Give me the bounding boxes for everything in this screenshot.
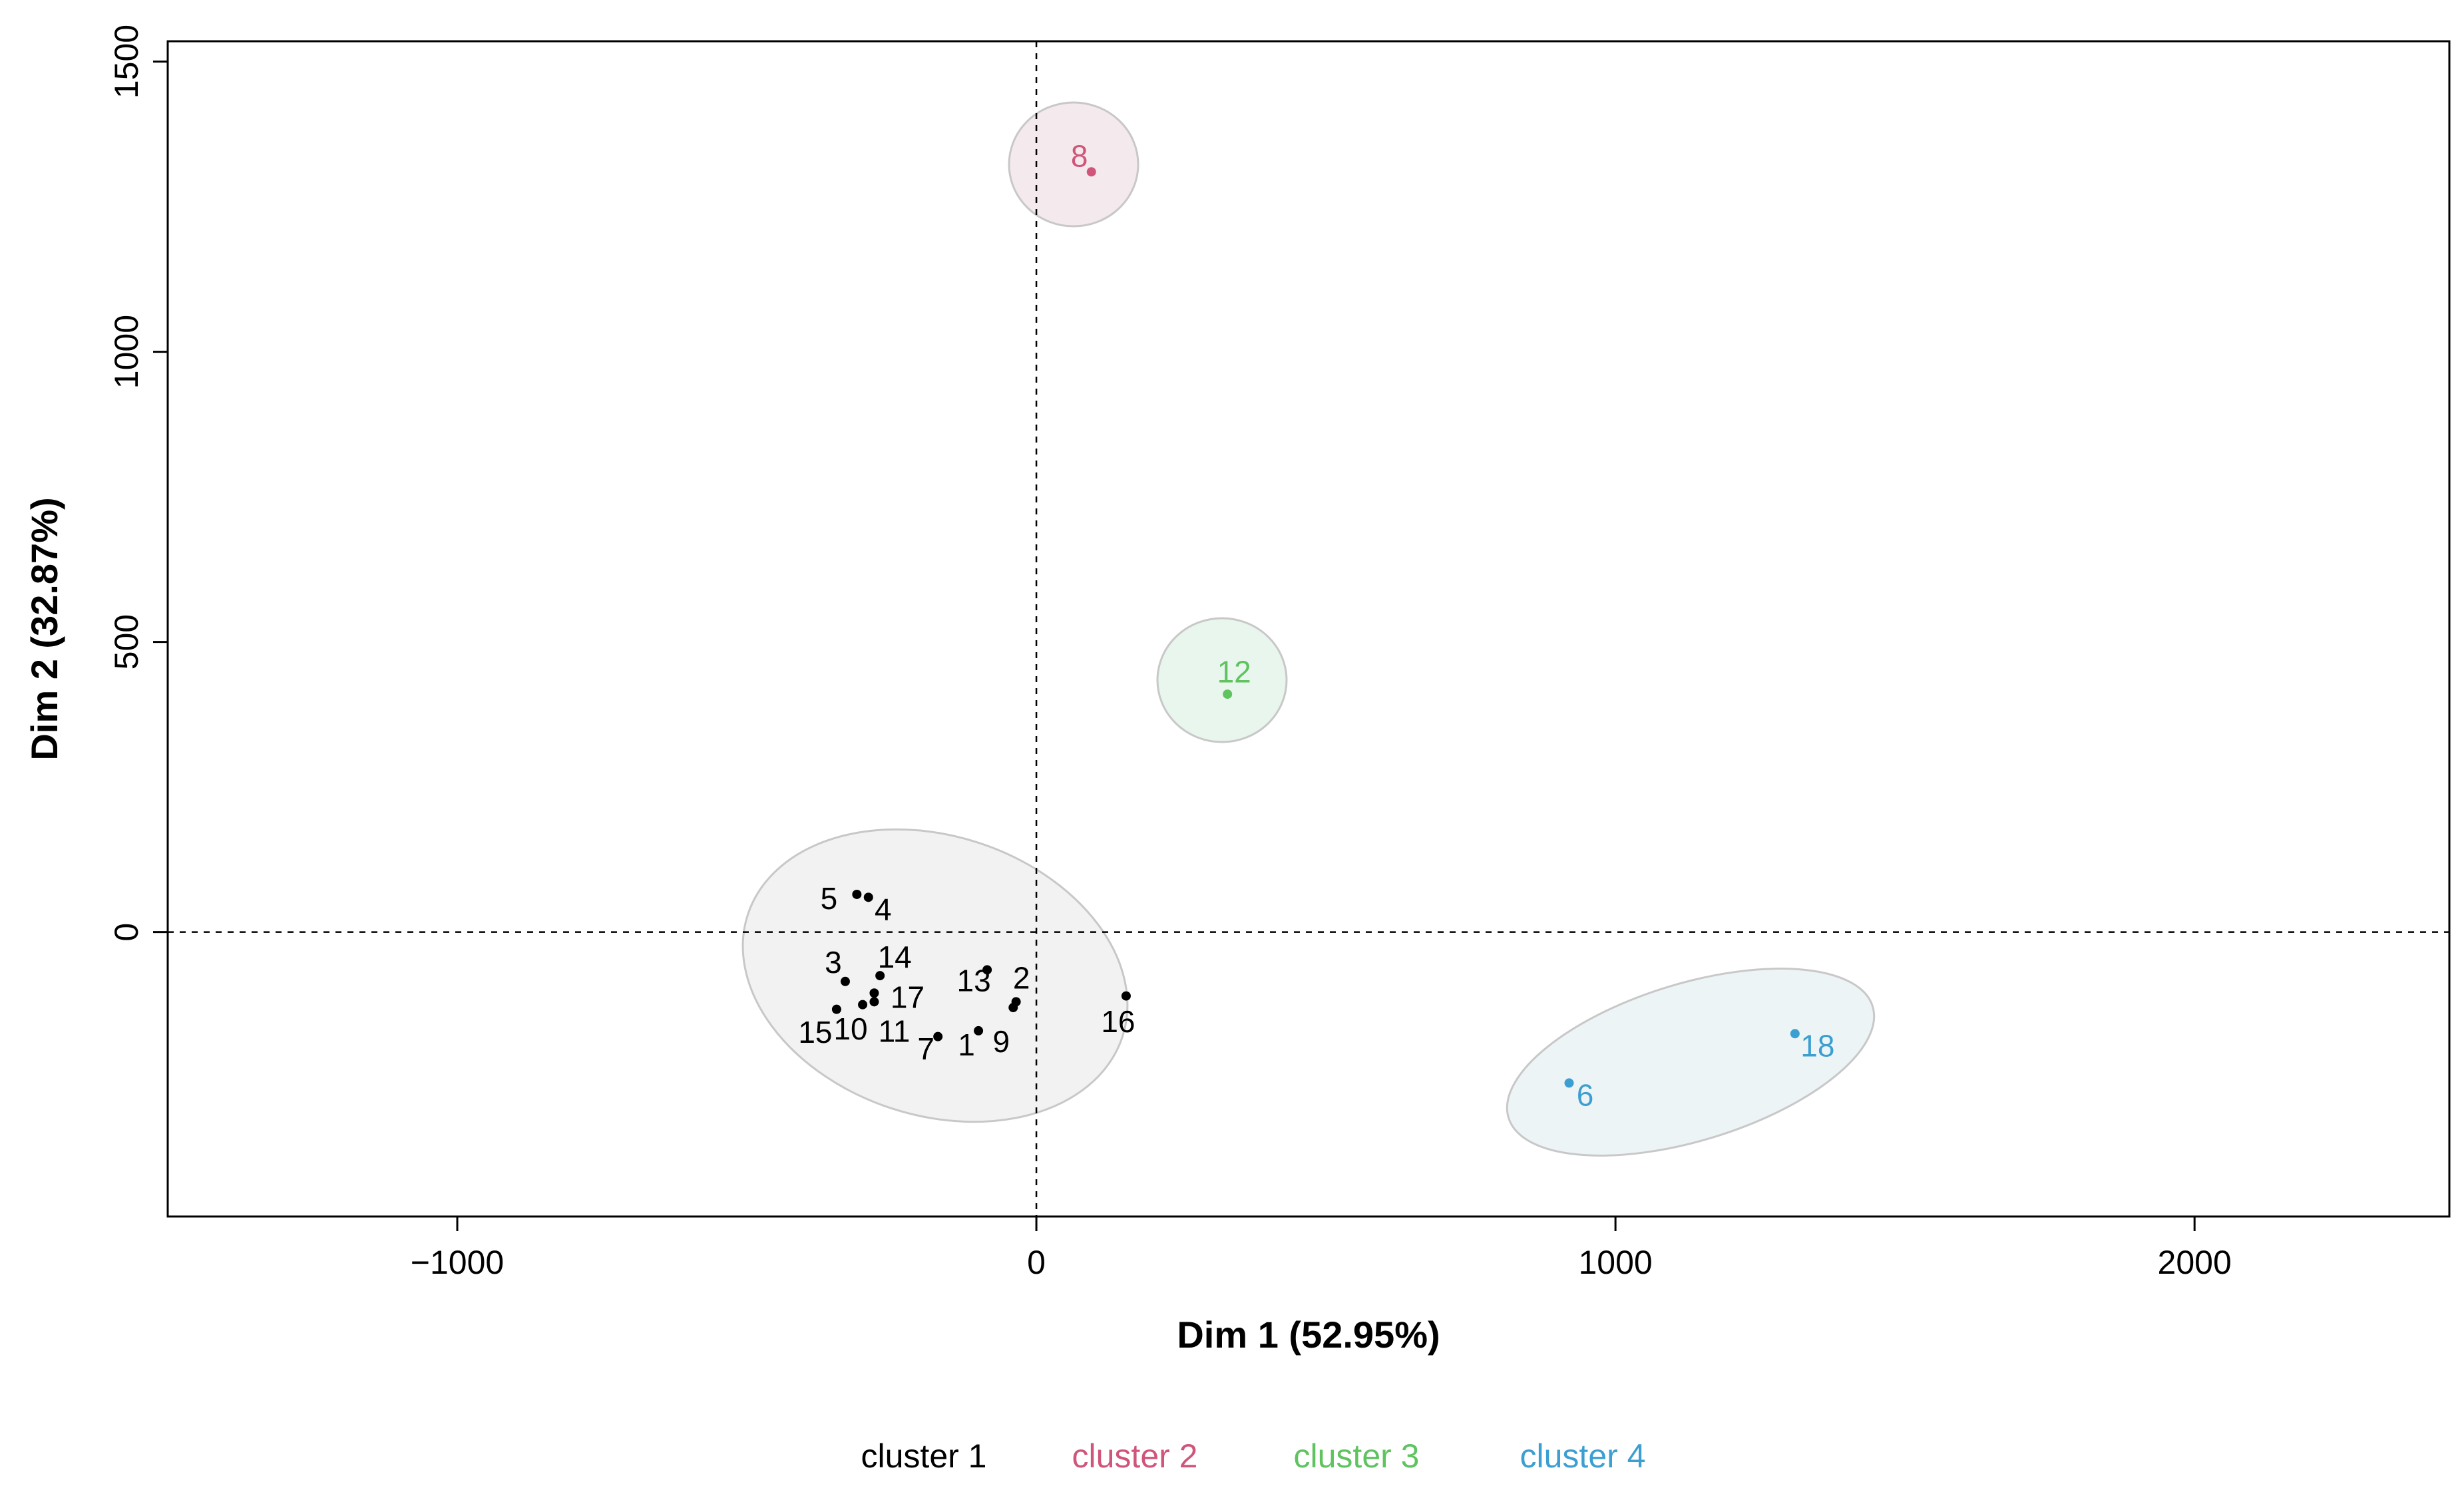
legend-item-cluster-3: cluster 3 (1294, 1437, 1420, 1475)
point-1 (974, 1026, 984, 1035)
point-label-10: 10 (833, 1012, 867, 1046)
x-tick-label: 0 (1027, 1244, 1046, 1281)
legend-item-cluster-2: cluster 2 (1072, 1437, 1198, 1475)
point-label-3: 3 (825, 945, 842, 980)
plot-frame (166, 40, 2451, 1218)
point-label-8: 8 (1071, 138, 1088, 173)
y-tick-label: 500 (108, 614, 145, 669)
point-3 (840, 976, 850, 986)
legend-item-cluster-1: cluster 1 (861, 1437, 987, 1475)
y-tick-label: 0 (108, 923, 145, 942)
legend-item-cluster-4: cluster 4 (1520, 1437, 1646, 1475)
point-label-17: 17 (891, 980, 924, 1014)
point-5 (852, 889, 862, 899)
point-label-11: 11 (879, 1014, 911, 1048)
point-label-2: 2 (1013, 960, 1030, 995)
point-label-12: 12 (1217, 654, 1251, 689)
point-label-5: 5 (821, 881, 838, 916)
point-label-9: 9 (992, 1024, 1010, 1059)
point-10 (858, 1000, 868, 1010)
point-6 (1564, 1078, 1574, 1088)
reference-lines (168, 41, 2449, 1216)
point-13 (982, 965, 992, 975)
point-12 (1223, 689, 1233, 699)
cluster-ellipses (741, 101, 1876, 1157)
x-tick-label: 1000 (1579, 1244, 1653, 1281)
point-15 (831, 1004, 841, 1014)
point-label-15: 15 (798, 1015, 832, 1049)
cluster-1-ellipse (741, 828, 1129, 1123)
cluster-4-ellipse (1506, 968, 1876, 1157)
point-4 (863, 892, 873, 902)
point-label-14: 14 (878, 940, 912, 974)
point-label-4: 4 (875, 892, 892, 927)
y-tick-label: 1500 (108, 25, 145, 98)
point-label-13: 13 (957, 964, 991, 998)
point-8 (1086, 167, 1096, 177)
point-18 (1790, 1029, 1800, 1039)
point-17 (869, 988, 879, 998)
point-11 (869, 997, 879, 1007)
axes: −1000 0 1000 2000 0 500 1000 1500 (108, 25, 2232, 1281)
y-tick-label: 1000 (108, 315, 145, 389)
cluster-2-ellipse (1008, 101, 1139, 228)
point-7 (933, 1031, 943, 1041)
point-label-6: 6 (1577, 1078, 1594, 1113)
point-14 (875, 971, 885, 981)
x-axis-label: Dim 1 (52.95%) (1177, 1314, 1440, 1356)
point-label-16: 16 (1101, 1004, 1135, 1039)
x-tick-label: 2000 (2158, 1244, 2232, 1281)
point-label-1: 1 (958, 1028, 975, 1062)
x-tick-label: −1000 (411, 1244, 504, 1281)
legend: cluster 1 cluster 2 cluster 3 cluster 4 (861, 1437, 1646, 1475)
point-label-7: 7 (917, 1031, 934, 1066)
point-label-18: 18 (1800, 1028, 1834, 1063)
point-9 (1008, 1003, 1018, 1013)
y-axis-label: Dim 2 (32.87%) (23, 497, 65, 760)
point-16 (1121, 991, 1131, 1001)
cluster-3-ellipse (1156, 617, 1288, 743)
